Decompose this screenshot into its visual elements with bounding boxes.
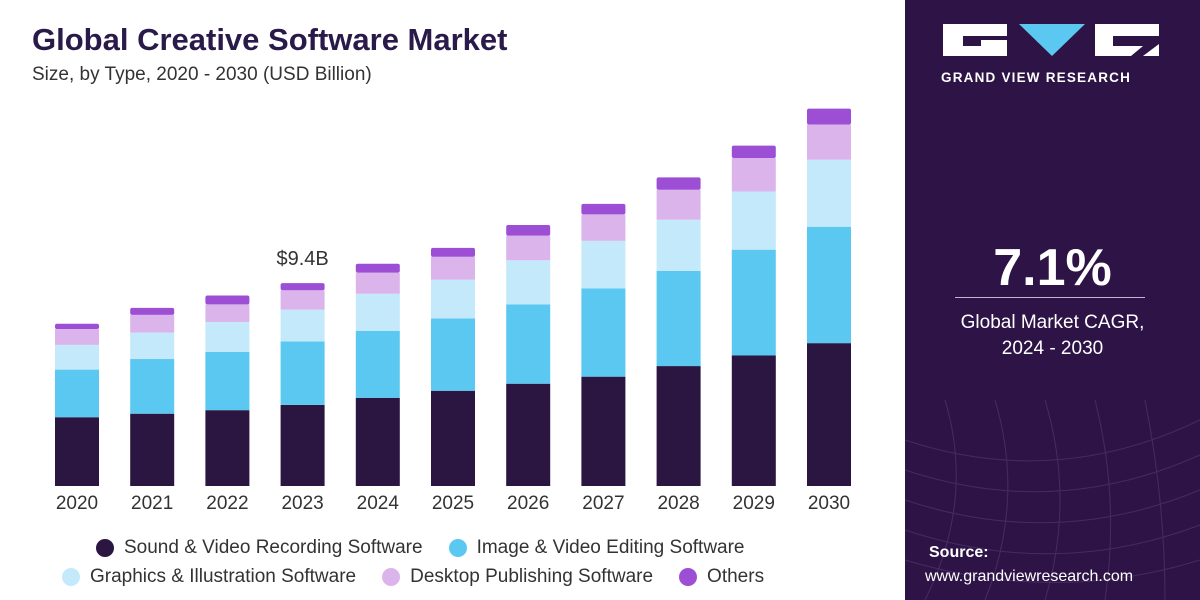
bar-segment-2027-4 <box>581 203 626 215</box>
gvr-logo-icon <box>943 24 1159 56</box>
info-sidebar: GRAND VIEW RESEARCH 7.1% Global Market C… <box>905 0 1200 600</box>
bar-segment-2029-1 <box>731 249 776 356</box>
legend-swatch <box>448 539 467 557</box>
bar-segment-2028-1 <box>656 270 701 367</box>
bar-segment-2027-3 <box>581 214 626 241</box>
bar-segment-2028-0 <box>656 366 701 486</box>
cagr-label: Global Market CAGR, 2024 - 2030 <box>905 310 1200 362</box>
bar-segment-2027-0 <box>581 376 626 486</box>
legend-row2-item-1: Desktop Publishing Software <box>382 566 653 588</box>
cagr-value: 7.1% <box>993 239 1112 297</box>
bar-segment-2030-4 <box>807 108 851 125</box>
bar-segment-2023-2 <box>280 309 325 342</box>
bar-segment-2024-2 <box>355 293 400 331</box>
legend-swatch <box>96 539 114 557</box>
bar-segment-2025-3 <box>431 256 475 280</box>
bar-segment-2021-4 <box>130 307 175 315</box>
bar-segment-2027-1 <box>581 288 626 377</box>
bar-segment-2020-3 <box>55 329 99 345</box>
source-url: www.grandviewresearch.com <box>925 568 1134 585</box>
bar-segment-2030-0 <box>807 343 851 486</box>
bar-segment-2030-3 <box>807 124 851 160</box>
legend-row2-item-2: Others <box>679 566 764 588</box>
legend-row-1: Sound & Video Recording Software Image & … <box>96 537 771 559</box>
bar-segment-2022-3 <box>205 304 250 322</box>
legend-row-2: Graphics & Illustration Software Desktop … <box>62 566 790 588</box>
legend-label: Others <box>707 566 765 587</box>
bar-segment-2021-1 <box>130 359 175 414</box>
x-tick-label-2027: 2027 <box>582 493 624 514</box>
bar-segment-2022-2 <box>205 321 250 352</box>
bar-segment-2025-4 <box>431 247 475 257</box>
bar-segment-2021-3 <box>130 314 175 333</box>
bar-segment-2022-1 <box>205 351 250 411</box>
bar-segment-2027-2 <box>581 240 626 289</box>
bar-segment-2025-2 <box>431 279 475 319</box>
x-tick-label-2028: 2028 <box>657 493 699 514</box>
bar-segment-2028-2 <box>656 219 701 271</box>
legend-swatch <box>62 568 80 586</box>
bar-segment-2023-4 <box>280 283 325 291</box>
bar-segment-2028-4 <box>656 177 701 190</box>
bar-segment-2026-0 <box>506 383 551 486</box>
bar-segment-2030-2 <box>807 159 851 227</box>
bar-segment-2029-4 <box>731 145 776 158</box>
legend-label: Desktop Publishing Software <box>410 566 654 587</box>
value-annotation: $9.4B <box>276 248 328 270</box>
bar-segment-2026-4 <box>506 224 551 236</box>
bar-segment-2020-4 <box>55 323 99 330</box>
bar-segment-2023-0 <box>280 404 325 486</box>
x-tick-label-2024: 2024 <box>357 493 400 514</box>
bar-segment-2021-0 <box>130 413 175 486</box>
bar-segment-2020-2 <box>55 344 99 370</box>
x-tick-label-2025: 2025 <box>432 493 474 514</box>
x-tick-label-2020: 2020 <box>56 493 98 514</box>
bar-segment-2023-1 <box>280 341 325 405</box>
bar-segment-2024-3 <box>355 272 400 294</box>
bar-segment-2024-0 <box>355 397 400 486</box>
chart-subtitle: Size, by Type, 2020 - 2030 (USD Billion) <box>32 64 372 85</box>
bar-segment-2029-0 <box>731 355 776 486</box>
bar-segment-2029-3 <box>731 157 776 192</box>
chart-panel: Global Creative Software Market Size, by… <box>32 22 851 588</box>
bar-segment-2024-4 <box>355 263 400 273</box>
cagr-label-line-2: 2024 - 2030 <box>1001 338 1104 359</box>
bar-segment-2025-1 <box>431 318 475 391</box>
bar-segment-2026-3 <box>506 235 551 261</box>
cagr-divider <box>955 297 1145 298</box>
legend-swatch <box>382 568 401 586</box>
bar-segment-2025-0 <box>431 390 475 486</box>
bar-segment-2021-2 <box>130 332 175 360</box>
bar-segment-2022-0 <box>205 410 250 486</box>
stacked-bar-chart: 2020 2021 2022 2023 $9.4B 2024 2025 2026 2027 202… <box>55 108 851 514</box>
chart-title: Global Creative Software Market <box>32 22 508 57</box>
x-tick-label-2029: 2029 <box>733 493 775 514</box>
legend-label: Sound & Video Recording Software <box>124 537 423 558</box>
x-tick-label-2022: 2022 <box>206 493 248 514</box>
bar-segment-2020-1 <box>55 369 99 418</box>
legend-label: Graphics & Illustration Software <box>90 566 357 587</box>
x-tick-label-2021: 2021 <box>131 493 173 514</box>
bar-segment-2028-3 <box>656 189 701 220</box>
legend-row1-item-1: Image & Video Editing Software <box>448 537 745 559</box>
bar-segment-2023-3 <box>280 290 325 310</box>
x-tick-label-2023: 2023 <box>281 493 323 514</box>
bar-segment-2026-1 <box>506 304 551 384</box>
brand-name: GRAND VIEW RESEARCH <box>941 70 1132 85</box>
cagr-label-line-1: Global Market CAGR, <box>960 312 1145 333</box>
legend-row2-item-0: Graphics & Illustration Software <box>62 566 356 588</box>
legend-swatch <box>679 568 698 586</box>
legend-label: Image & Video Editing Software <box>476 537 745 558</box>
decorative-grid <box>905 400 1200 600</box>
bar-segment-2024-1 <box>355 330 400 398</box>
source-label: Source: <box>929 544 989 561</box>
bar-segment-2020-0 <box>55 417 99 486</box>
x-tick-label-2030: 2030 <box>808 493 850 514</box>
bar-segment-2022-4 <box>205 295 250 305</box>
legend-row1-item-0: Sound & Video Recording Software <box>96 537 423 559</box>
bar-segment-2030-1 <box>807 226 851 344</box>
bar-segment-2026-2 <box>506 260 551 305</box>
x-tick-label-2026: 2026 <box>507 493 549 514</box>
bar-segment-2029-2 <box>731 191 776 250</box>
